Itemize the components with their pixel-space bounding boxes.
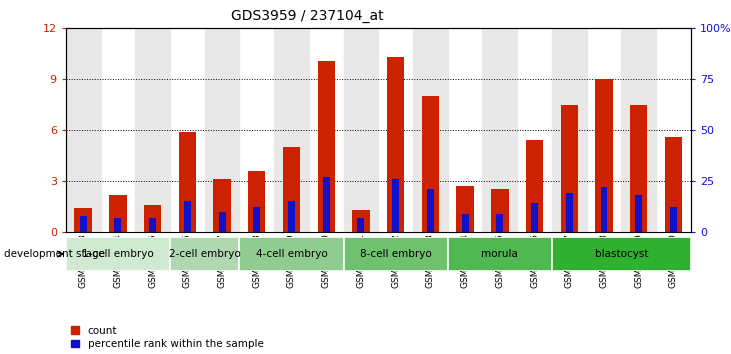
Bar: [344, 28, 379, 232]
Bar: [670, 207, 677, 232]
Bar: [427, 189, 433, 232]
Bar: [456, 186, 474, 232]
Bar: [80, 216, 86, 232]
Text: morula: morula: [482, 249, 518, 259]
Bar: [248, 171, 265, 232]
Text: 4-cell embryo: 4-cell embryo: [256, 249, 327, 259]
Bar: [184, 201, 191, 232]
Bar: [219, 212, 225, 232]
Bar: [462, 213, 469, 232]
Bar: [482, 28, 518, 232]
Text: 1-cell embryo: 1-cell embryo: [82, 249, 154, 259]
Bar: [144, 205, 162, 232]
Bar: [352, 210, 370, 232]
Bar: [322, 177, 330, 232]
Text: 8-cell embryo: 8-cell embryo: [360, 249, 431, 259]
Bar: [566, 193, 572, 232]
Bar: [664, 137, 682, 232]
Text: 2-cell embryo: 2-cell embryo: [169, 249, 240, 259]
Bar: [135, 28, 170, 232]
Bar: [630, 105, 648, 232]
Bar: [496, 213, 503, 232]
Bar: [274, 28, 308, 232]
Bar: [344, 237, 447, 271]
Bar: [387, 57, 404, 232]
Bar: [392, 179, 399, 232]
Bar: [205, 28, 239, 232]
Bar: [288, 201, 295, 232]
Bar: [109, 195, 126, 232]
Bar: [561, 105, 578, 232]
Bar: [413, 28, 447, 232]
Bar: [239, 237, 344, 271]
Bar: [66, 237, 170, 271]
Bar: [552, 237, 691, 271]
Bar: [526, 140, 543, 232]
Bar: [75, 208, 92, 232]
Bar: [213, 179, 231, 232]
Bar: [178, 132, 196, 232]
Bar: [621, 28, 656, 232]
Bar: [283, 147, 300, 232]
Bar: [635, 195, 642, 232]
Text: blastocyst: blastocyst: [594, 249, 648, 259]
Text: development stage: development stage: [4, 249, 105, 259]
Bar: [595, 79, 613, 232]
Bar: [422, 96, 439, 232]
Bar: [531, 203, 538, 232]
Text: GDS3959 / 237104_at: GDS3959 / 237104_at: [231, 9, 383, 23]
Bar: [447, 237, 552, 271]
Bar: [491, 189, 509, 232]
Bar: [253, 207, 260, 232]
Bar: [66, 28, 100, 232]
Bar: [317, 61, 335, 232]
Legend: count, percentile rank within the sample: count, percentile rank within the sample: [71, 326, 264, 349]
Bar: [552, 28, 586, 232]
Bar: [600, 187, 607, 232]
Bar: [149, 218, 156, 232]
Bar: [114, 218, 121, 232]
Bar: [170, 237, 239, 271]
Bar: [357, 218, 364, 232]
